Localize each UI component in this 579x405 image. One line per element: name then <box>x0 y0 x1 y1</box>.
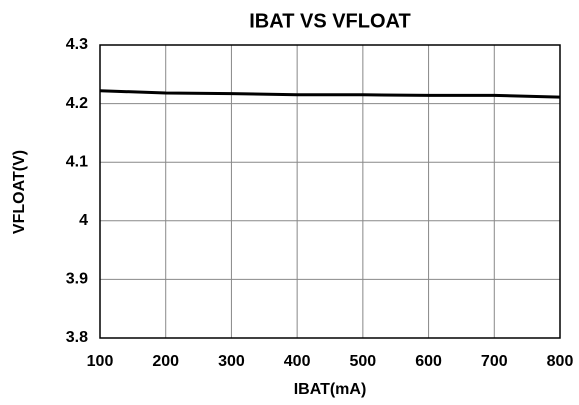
x-tick-label: 400 <box>284 353 311 370</box>
y-tick-label: 4.1 <box>66 153 88 170</box>
y-tick-label: 4 <box>79 212 88 229</box>
x-tick-label: 300 <box>218 353 245 370</box>
x-tick-label: 500 <box>350 353 377 370</box>
y-tick-label: 3.9 <box>66 271 88 288</box>
x-axis-label: IBAT(mA) <box>294 381 367 398</box>
x-tick-label: 200 <box>152 353 179 370</box>
x-tick-label: 100 <box>87 353 114 370</box>
y-axis-label: VFLOAT(V) <box>11 150 28 234</box>
y-tick-label: 3.8 <box>66 329 88 346</box>
y-tick-label: 4.2 <box>66 95 88 112</box>
chart-title: IBAT VS VFLOAT <box>249 10 410 32</box>
x-tick-label: 600 <box>415 353 442 370</box>
y-tick-label: 4.3 <box>66 36 88 53</box>
x-tick-label: 700 <box>481 353 508 370</box>
line-series <box>99 89 561 99</box>
plot-border <box>99 44 561 339</box>
x-tick-label: 800 <box>547 353 574 370</box>
